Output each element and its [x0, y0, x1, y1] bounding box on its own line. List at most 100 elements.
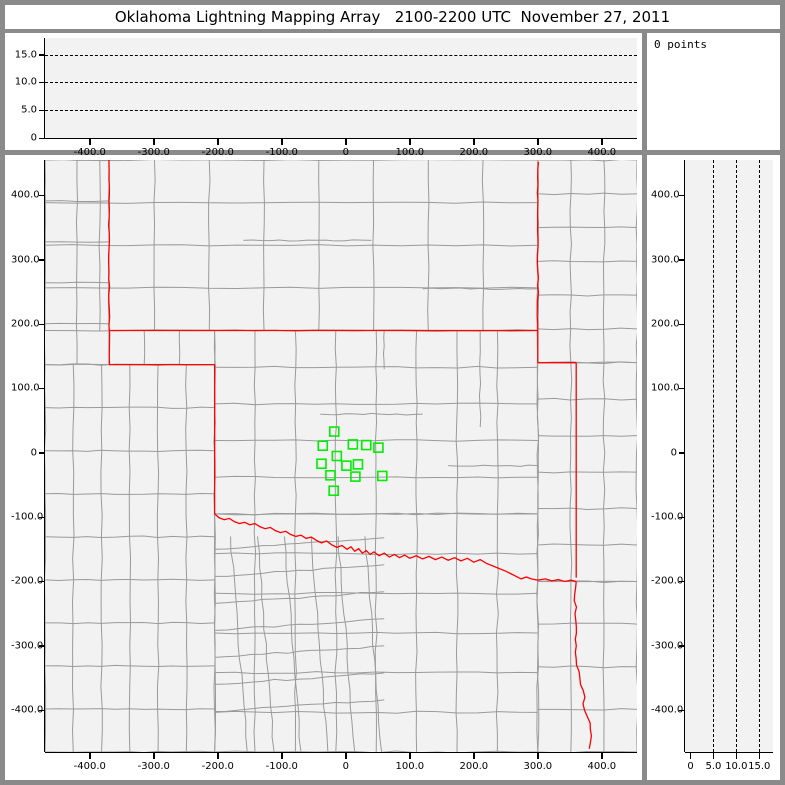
x-tick-mark [89, 753, 91, 759]
window-title-bar: Oklahoma Lightning Mapping Array 2100-22… [5, 5, 780, 29]
gridline-vertical [713, 160, 715, 752]
y-tick-mark [679, 452, 685, 454]
x-tick-label: -300.0 [137, 147, 170, 158]
y-tick-mark [39, 580, 45, 583]
y-tick-mark [39, 259, 45, 261]
y-tick-label: 10.0 [14, 76, 37, 88]
y-tick-label: -400.0 [11, 704, 44, 716]
gridline-horizontal [45, 110, 637, 112]
y-tick-label: 300.0 [11, 254, 40, 266]
lightning-source-marker [360, 439, 372, 451]
x-tick-label: 300.0 [523, 147, 553, 158]
y-tick-mark [39, 137, 45, 139]
lightning-source-marker [328, 426, 340, 437]
x-tick-mark [409, 753, 411, 759]
lightning-source-marker [317, 440, 329, 452]
y-tick-label: 200.0 [651, 318, 680, 330]
x-tick-mark [281, 139, 283, 145]
x-tick-mark [281, 753, 283, 759]
x-axis-line [45, 752, 637, 754]
x-axis-line [685, 752, 773, 754]
x-tick-mark [89, 139, 91, 145]
x-tick-mark [409, 139, 411, 145]
lightning-source-marker [316, 458, 327, 470]
map-plot-area[interactable] [45, 160, 637, 752]
y-tick-label: -300.0 [651, 640, 684, 652]
y-tick-label: -100.0 [11, 511, 44, 523]
x-tick-mark [537, 753, 539, 759]
y-tick-label: 0 [30, 447, 37, 459]
x-tick-label: -300.0 [137, 761, 170, 772]
lightning-source-marker [376, 470, 388, 482]
lightning-source-markers [316, 426, 388, 497]
y-tick-label: 400.0 [11, 189, 40, 201]
y-tick-label: -200.0 [11, 575, 44, 587]
lightning-source-marker [347, 439, 359, 450]
x-tick-label: 400.0 [587, 761, 617, 772]
gridline-horizontal [45, 54, 637, 56]
x-tick-label: 15.0 [748, 761, 771, 772]
x-tick-label: 200.0 [459, 761, 489, 772]
x-tick-label: 200.0 [459, 147, 489, 158]
x-tick-label: -400.0 [73, 147, 106, 158]
x-tick-label: -200.0 [201, 147, 234, 158]
y-tick-label: 15.0 [14, 49, 37, 61]
x-axis-line [45, 138, 637, 140]
y-tick-label: 100.0 [11, 382, 40, 394]
y-tick-label: -200.0 [651, 575, 684, 587]
y-tick-mark [679, 516, 685, 519]
top-plot-area[interactable] [45, 38, 637, 138]
lightning-source-marker [352, 459, 364, 470]
x-tick-label: 100.0 [395, 761, 425, 772]
y-tick-mark [679, 709, 685, 712]
y-tick-label: 5.0 [21, 104, 37, 116]
y-tick-mark [679, 580, 685, 583]
x-tick-mark [712, 753, 715, 759]
y-axis-line [684, 160, 686, 752]
y-tick-label: 100.0 [651, 382, 680, 394]
x-tick-label: -100.0 [265, 761, 298, 772]
y-tick-mark [39, 194, 45, 197]
y-tick-mark [39, 323, 45, 325]
map-plan-view-panel: -400.0 -300.0 -200.0 -100.0 0 100.0 200.0 300.0… [5, 155, 642, 780]
x-tick-label: 300.0 [523, 761, 553, 772]
y-tick-label: 0 [670, 447, 677, 459]
x-tick-label: 0 [342, 147, 349, 158]
y-axis-line [44, 38, 46, 138]
y-tick-mark [39, 81, 45, 84]
y-axis-line [44, 160, 46, 752]
x-tick-mark [217, 753, 219, 759]
y-tick-label: -400.0 [651, 704, 684, 716]
gridline-vertical [759, 160, 761, 752]
map-geography [45, 160, 637, 752]
y-tick-mark [39, 54, 45, 56]
y-tick-mark [39, 709, 45, 712]
x-tick-label: -400.0 [73, 761, 106, 772]
x-tick-mark [473, 753, 475, 759]
x-tick-mark [735, 753, 738, 759]
x-tick-mark [345, 753, 347, 759]
gridline-vertical [736, 160, 738, 752]
lightning-source-marker [350, 471, 361, 482]
x-tick-label: -100.0 [265, 147, 298, 158]
x-tick-label: 10.0 [725, 761, 748, 772]
top-altitude-panel: 0 5.0 10.0 15.0 -400.0 -300.0 -200.0 -100.0 0 100… [5, 33, 642, 158]
x-tick-label: 5.0 [705, 761, 722, 772]
x-tick-label: 400.0 [587, 147, 617, 158]
lightning-source-marker [331, 450, 343, 462]
x-tick-mark [537, 139, 539, 145]
y-tick-mark [679, 194, 685, 197]
y-tick-label: 400.0 [651, 189, 680, 201]
x-tick-mark [345, 139, 347, 145]
right-plot-area[interactable] [685, 160, 773, 752]
lightning-source-marker [325, 470, 336, 481]
y-tick-mark [39, 387, 45, 390]
lightning-source-marker [341, 460, 352, 471]
y-tick-mark [39, 109, 45, 112]
x-tick-mark [758, 753, 761, 759]
lightning-source-marker [328, 485, 339, 497]
y-tick-label: 0 [30, 132, 37, 144]
x-tick-mark [473, 139, 475, 145]
x-tick-mark [601, 753, 603, 759]
y-tick-mark [679, 387, 685, 390]
